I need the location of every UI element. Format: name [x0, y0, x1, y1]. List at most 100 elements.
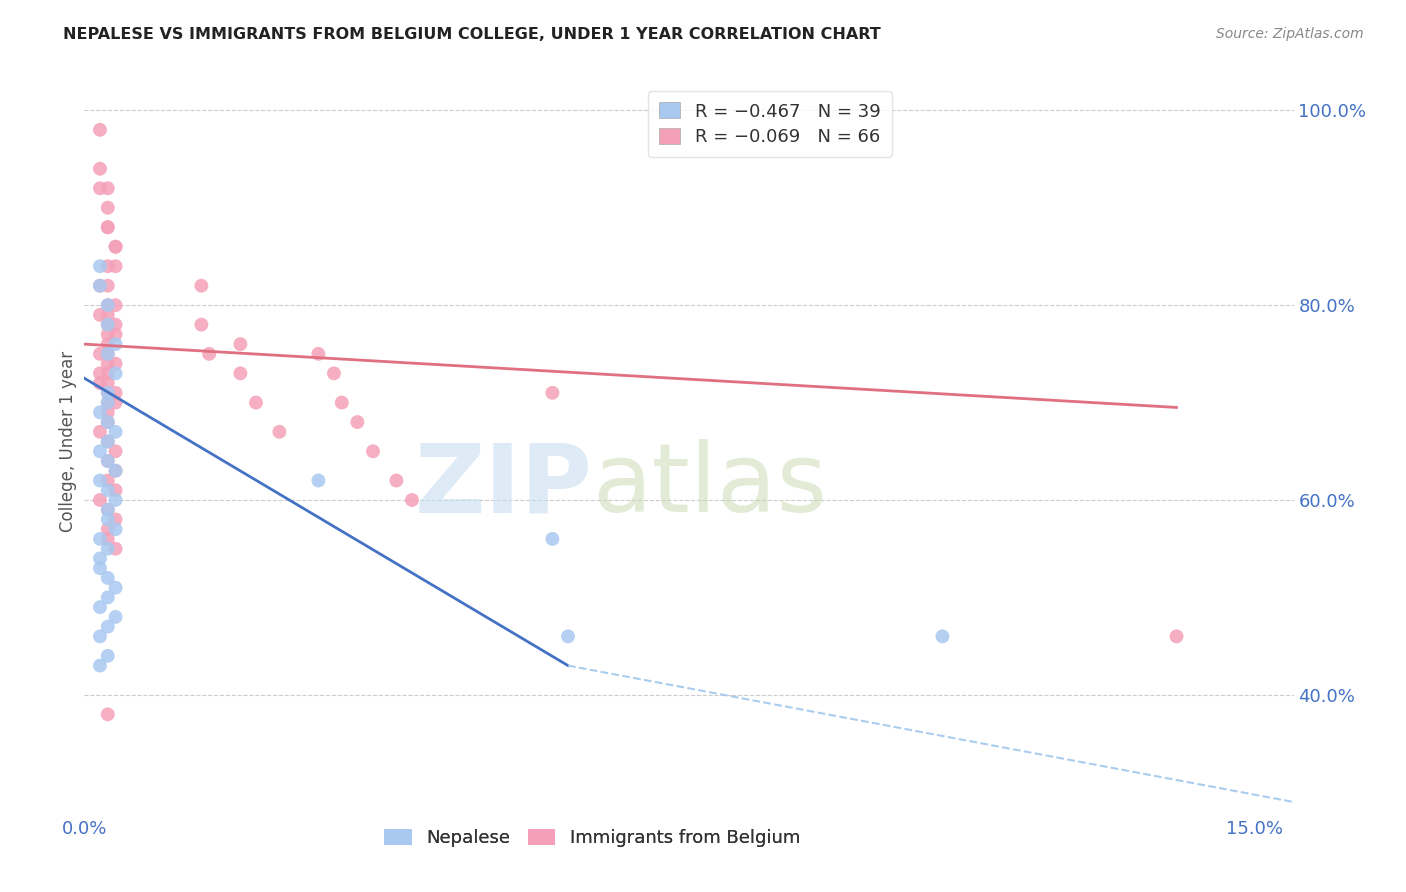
- Point: [89, 376, 111, 390]
- Point: [89, 561, 111, 575]
- Point: [89, 629, 111, 643]
- Text: ZIP: ZIP: [415, 440, 592, 533]
- Point: [89, 474, 111, 488]
- Point: [97, 591, 120, 605]
- Point: [89, 161, 111, 176]
- Point: [97, 327, 120, 342]
- Point: [89, 367, 111, 381]
- Point: [307, 347, 329, 361]
- Point: [97, 318, 120, 332]
- Point: [97, 707, 120, 722]
- Point: [104, 610, 127, 624]
- Point: [104, 483, 127, 498]
- Point: [89, 658, 111, 673]
- Point: [229, 337, 252, 351]
- Y-axis label: College, Under 1 year: College, Under 1 year: [59, 351, 77, 533]
- Point: [104, 240, 127, 254]
- Point: [104, 493, 127, 508]
- Point: [541, 532, 564, 546]
- Point: [401, 493, 423, 508]
- Point: [97, 181, 120, 195]
- Point: [97, 532, 120, 546]
- Point: [346, 415, 368, 429]
- Point: [104, 395, 127, 409]
- Point: [97, 502, 120, 516]
- Point: [89, 405, 111, 419]
- Point: [97, 318, 120, 332]
- Point: [190, 318, 212, 332]
- Point: [97, 434, 120, 449]
- Text: NEPALESE VS IMMIGRANTS FROM BELGIUM COLLEGE, UNDER 1 YEAR CORRELATION CHART: NEPALESE VS IMMIGRANTS FROM BELGIUM COLL…: [63, 27, 882, 42]
- Point: [97, 220, 120, 235]
- Point: [97, 415, 120, 429]
- Point: [330, 395, 353, 409]
- Point: [89, 278, 111, 293]
- Text: Source: ZipAtlas.com: Source: ZipAtlas.com: [1216, 27, 1364, 41]
- Point: [97, 571, 120, 585]
- Point: [89, 600, 111, 615]
- Point: [97, 376, 120, 390]
- Point: [97, 434, 120, 449]
- Point: [89, 444, 111, 458]
- Point: [229, 367, 252, 381]
- Point: [97, 278, 120, 293]
- Point: [97, 474, 120, 488]
- Point: [97, 541, 120, 556]
- Point: [97, 298, 120, 312]
- Point: [1166, 629, 1188, 643]
- Point: [104, 298, 127, 312]
- Point: [97, 405, 120, 419]
- Point: [104, 444, 127, 458]
- Point: [198, 347, 221, 361]
- Point: [97, 201, 120, 215]
- Point: [97, 648, 120, 663]
- Point: [104, 240, 127, 254]
- Point: [245, 395, 267, 409]
- Point: [97, 454, 120, 468]
- Point: [89, 181, 111, 195]
- Point: [104, 581, 127, 595]
- Point: [97, 395, 120, 409]
- Point: [97, 367, 120, 381]
- Point: [541, 385, 564, 400]
- Point: [104, 541, 127, 556]
- Point: [104, 259, 127, 273]
- Point: [307, 474, 329, 488]
- Point: [97, 483, 120, 498]
- Point: [104, 512, 127, 526]
- Point: [104, 357, 127, 371]
- Point: [97, 337, 120, 351]
- Point: [104, 367, 127, 381]
- Point: [97, 522, 120, 536]
- Point: [104, 522, 127, 536]
- Point: [97, 308, 120, 322]
- Point: [97, 415, 120, 429]
- Point: [97, 220, 120, 235]
- Point: [97, 347, 120, 361]
- Point: [97, 259, 120, 273]
- Point: [89, 259, 111, 273]
- Point: [190, 278, 212, 293]
- Point: [97, 395, 120, 409]
- Point: [89, 493, 111, 508]
- Point: [97, 385, 120, 400]
- Point: [89, 123, 111, 137]
- Point: [97, 454, 120, 468]
- Point: [104, 337, 127, 351]
- Point: [385, 474, 408, 488]
- Point: [89, 551, 111, 566]
- Point: [269, 425, 291, 439]
- Point: [323, 367, 346, 381]
- Point: [557, 629, 579, 643]
- Point: [97, 298, 120, 312]
- Point: [89, 308, 111, 322]
- Point: [104, 425, 127, 439]
- Point: [104, 464, 127, 478]
- Point: [97, 385, 120, 400]
- Point: [97, 357, 120, 371]
- Point: [89, 278, 111, 293]
- Point: [97, 512, 120, 526]
- Legend: Nepalese, Immigrants from Belgium: Nepalese, Immigrants from Belgium: [377, 822, 807, 855]
- Point: [931, 629, 953, 643]
- Point: [89, 532, 111, 546]
